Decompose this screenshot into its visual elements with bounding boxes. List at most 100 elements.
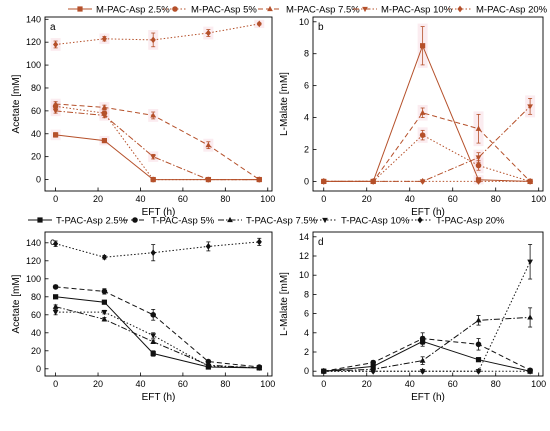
- legend-label: T-PAC-Asp 5%: [151, 216, 215, 227]
- data-point: [370, 367, 376, 375]
- data-point: [150, 154, 157, 160]
- y-tick-label: 6: [304, 309, 309, 319]
- plot-frame: [44, 231, 273, 377]
- data-point: [150, 350, 156, 357]
- data-point: [475, 125, 482, 131]
- chart-panel-d: 0 20 40 60 80 100 0 2 4 6 8 10 12 14 EFT (h) L-Malate […: [279, 231, 546, 403]
- series-4: [52, 108, 263, 183]
- series-2: [320, 332, 533, 375]
- data-point: [205, 364, 212, 370]
- x-tick-label: 20: [362, 379, 372, 389]
- series-line: [55, 306, 260, 369]
- series-4: [320, 244, 533, 375]
- data-point: [205, 358, 212, 365]
- y-tick-label: 60: [31, 310, 41, 320]
- data-point: [370, 178, 376, 185]
- data-point: [256, 20, 262, 28]
- x-tick-label: 60: [448, 379, 458, 389]
- legend-item: M-PAC-Asp 20%: [448, 5, 548, 16]
- y-tick-label: 2: [304, 144, 309, 154]
- data-point: [52, 100, 59, 107]
- legend-marker: [267, 5, 273, 12]
- data-point: [419, 357, 426, 363]
- y-tick-label: 14: [299, 232, 309, 242]
- x-tick-label: 40: [135, 194, 145, 204]
- panel-letter: b: [318, 22, 324, 33]
- series-line: [323, 338, 531, 372]
- y-tick-label: 140: [26, 238, 41, 248]
- series-3: [52, 303, 263, 370]
- y-tick-label: 20: [31, 152, 41, 162]
- panel-letter: c: [50, 237, 55, 248]
- legend-item: T-PAC-Asp 20%: [408, 216, 505, 227]
- legend-item: M-PAC-Asp 5%: [163, 5, 257, 16]
- data-point: [475, 357, 482, 363]
- legend-label: T-PAC-Asp 7.5%: [246, 216, 318, 227]
- data-point: [475, 155, 482, 161]
- series-5: [53, 20, 262, 49]
- series-2: [52, 284, 263, 370]
- legend-marker: [227, 216, 233, 223]
- data-point: [101, 316, 108, 322]
- data-point: [101, 138, 108, 144]
- data-point: [475, 178, 482, 185]
- y-tick-label: 20: [31, 346, 41, 356]
- legend: T-PAC-Asp 2.5% T-PAC-Asp 5% T-PAC-Asp 7.5%…: [28, 216, 505, 227]
- y-tick-label: 0: [304, 176, 309, 186]
- x-tick-label: 60: [178, 194, 188, 204]
- chart-panel-b: 0 20 40 60 80 100 0 2 4 6 8 10 EFT (h) L-Malate [mM] b: [279, 16, 546, 218]
- data-point: [527, 104, 533, 110]
- data-point: [53, 240, 59, 248]
- x-tick-label: 20: [93, 194, 103, 204]
- data-point: [256, 365, 263, 372]
- x-tick-label: 40: [135, 379, 145, 389]
- y-tick-label: 10: [299, 270, 309, 280]
- legend-item: M-PAC-Asp 7.5%: [258, 5, 360, 16]
- data-point: [205, 29, 211, 37]
- y-tick-label: 80: [31, 292, 41, 302]
- data-point: [527, 367, 533, 375]
- x-tick-label: 0: [321, 379, 326, 389]
- legend-label: M-PAC-Asp 7.5%: [286, 5, 360, 16]
- series-4: [52, 308, 263, 372]
- x-axis-label: EFT (h): [142, 207, 176, 218]
- y-tick-label: 100: [26, 274, 41, 284]
- series-line: [55, 311, 260, 369]
- data-point: [52, 108, 59, 114]
- legend-item: T-PAC-Asp 10%: [313, 216, 410, 227]
- x-tick-label: 0: [321, 194, 326, 204]
- plot-frame: [312, 16, 544, 192]
- legend-marker: [322, 217, 328, 224]
- series-5: [53, 237, 262, 262]
- y-axis-label: L-Malate [mM]: [279, 72, 290, 136]
- data-point: [205, 177, 212, 183]
- legend-marker: [457, 5, 463, 13]
- series-5: [321, 178, 533, 185]
- data-point: [150, 312, 156, 318]
- x-tick-label: 80: [491, 379, 501, 389]
- data-point: [475, 162, 482, 169]
- data-point: [150, 176, 156, 183]
- x-axis-label: EFT (h): [142, 392, 176, 403]
- x-tick-label: 100: [260, 194, 275, 204]
- y-tick-label: 2: [304, 347, 309, 357]
- series-line: [55, 241, 260, 258]
- legend-label: M-PAC-Asp 10%: [381, 5, 453, 16]
- x-tick-label: 60: [448, 194, 458, 204]
- y-tick-label: 4: [304, 113, 309, 123]
- data-point: [101, 113, 108, 119]
- series-3: [52, 100, 263, 182]
- data-point: [53, 41, 59, 48]
- plot-frame: [312, 231, 544, 377]
- legend-marker: [362, 6, 368, 13]
- data-point: [475, 317, 482, 323]
- data-point: [101, 288, 108, 295]
- series-5: [321, 367, 533, 375]
- x-tick-label: 0: [53, 194, 58, 204]
- data-point: [475, 367, 482, 375]
- y-tick-label: 0: [36, 175, 41, 185]
- x-tick-label: 40: [405, 379, 415, 389]
- x-tick-label: 80: [220, 194, 230, 204]
- data-point: [475, 341, 482, 348]
- legend-item: T-PAC-Asp 7.5%: [218, 216, 318, 227]
